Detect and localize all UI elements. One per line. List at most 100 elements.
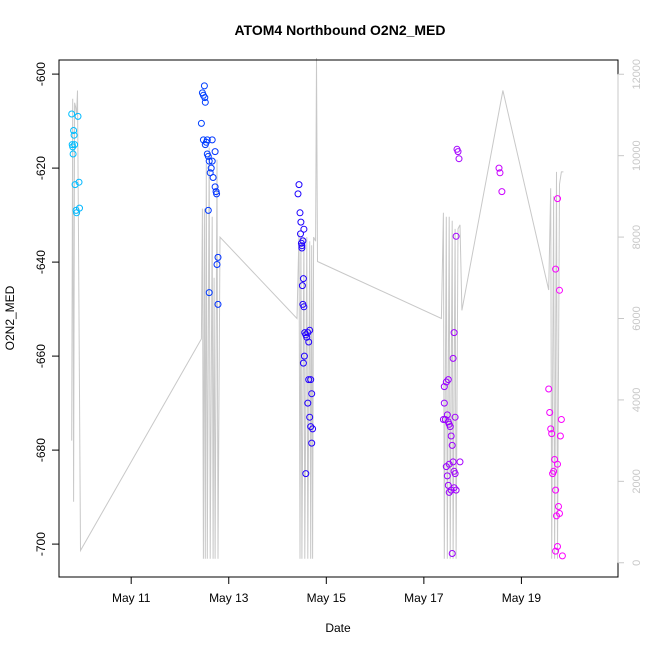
- data-point: [308, 439, 316, 447]
- chart-title: ATOM4 Northbound O2N2_MED: [234, 22, 445, 38]
- data-point: [444, 376, 452, 384]
- data-point: [454, 148, 462, 156]
- data-point: [495, 164, 503, 172]
- y-axis-label: O2N2_MED: [3, 285, 17, 350]
- data-point: [307, 376, 315, 384]
- data-point: [451, 470, 459, 478]
- y2-tick-label: 2000: [631, 469, 643, 493]
- data-point: [204, 206, 212, 214]
- y2-tick-label: 6000: [631, 306, 643, 330]
- data-point: [297, 218, 305, 226]
- data-point: [298, 282, 306, 290]
- data-point: [300, 225, 308, 233]
- data-point: [498, 188, 506, 196]
- data-point: [445, 460, 453, 468]
- data-point: [496, 169, 504, 177]
- data-point: [205, 289, 213, 297]
- x-axis-label: Date: [325, 621, 351, 635]
- data-point: [201, 94, 209, 102]
- y-tick-label: -600: [34, 62, 48, 86]
- y-tick-label: -620: [34, 156, 48, 180]
- data-point: [214, 300, 222, 308]
- data-point: [308, 390, 316, 398]
- data-point: [70, 127, 78, 134]
- data-point: [550, 467, 558, 475]
- x-axis: May 11 May 13 May 15 May 17 May 19: [112, 576, 542, 605]
- data-point: [447, 432, 455, 440]
- y2-tick-label: 10000: [631, 140, 643, 171]
- x-tick-label: May 11: [112, 591, 151, 605]
- data-point: [305, 376, 313, 384]
- data-point: [557, 416, 565, 423]
- data-point: [207, 164, 215, 172]
- data-point: [211, 148, 219, 156]
- data-point: [302, 470, 310, 478]
- data-point: [298, 244, 306, 252]
- data-point: [452, 486, 460, 494]
- data-point: [445, 488, 453, 496]
- data-point: [306, 326, 314, 334]
- data-point: [554, 195, 561, 203]
- data-point: [443, 472, 451, 480]
- data-point: [208, 157, 216, 165]
- data-point: [298, 242, 306, 250]
- data-point: [208, 136, 216, 144]
- data-point: [74, 112, 82, 120]
- y-tick-label: -680: [34, 438, 48, 462]
- data-point: [214, 253, 222, 261]
- data-point: [446, 423, 454, 431]
- data-point: [448, 441, 456, 449]
- y2-tick-label: 12000: [631, 59, 643, 90]
- data-point: [70, 131, 78, 139]
- data-point: [76, 204, 83, 212]
- x-tick-label: May 19: [502, 591, 542, 605]
- plot-frame: [58, 59, 619, 578]
- data-point: [552, 265, 560, 273]
- data-point: [552, 547, 560, 555]
- data-point: [209, 174, 217, 181]
- data-point: [197, 119, 205, 127]
- x-tick-label: May 15: [307, 591, 347, 605]
- data-point: [307, 423, 315, 431]
- data-point: [555, 503, 562, 510]
- data-point: [299, 359, 307, 367]
- data-point: [450, 329, 458, 337]
- data-point: [443, 411, 451, 419]
- data-point: [294, 190, 302, 198]
- x-tick-label: May 13: [209, 591, 249, 605]
- y2-tick-label: 0: [631, 560, 643, 566]
- data-point: [440, 399, 448, 407]
- data-point: [213, 190, 221, 198]
- data-point: [556, 432, 564, 440]
- data-point: [204, 152, 212, 160]
- data-point: [300, 303, 308, 311]
- y-axis: -700 -680 -660 -640 -620 -600: [34, 62, 60, 556]
- line-series-layer: [71, 57, 564, 559]
- data-point: [205, 157, 213, 165]
- data-point: [299, 237, 307, 245]
- data-point: [452, 232, 460, 240]
- y2-tick-label: 8000: [631, 225, 643, 249]
- data-point: [548, 430, 556, 438]
- data-point: [456, 458, 464, 466]
- data-point: [448, 550, 456, 557]
- y2-axis: 0 2000 4000 6000 8000 10000 12000: [617, 59, 643, 566]
- data-point: [545, 385, 553, 393]
- data-point: [556, 510, 563, 517]
- data-point: [297, 230, 304, 238]
- data-point: [300, 352, 308, 360]
- data-point: [68, 110, 76, 118]
- y2-tick-label: 4000: [631, 388, 643, 412]
- y-tick-label: -640: [34, 250, 48, 274]
- data-point: [304, 329, 312, 337]
- data-point: [69, 143, 77, 151]
- data-point: [449, 458, 457, 466]
- x-tick-label: May 17: [404, 591, 444, 605]
- data-point: [304, 399, 312, 407]
- data-point: [547, 425, 555, 433]
- data-point: [201, 98, 209, 106]
- data-point: [440, 383, 448, 391]
- data-point: [552, 486, 560, 494]
- data-point: [299, 275, 307, 283]
